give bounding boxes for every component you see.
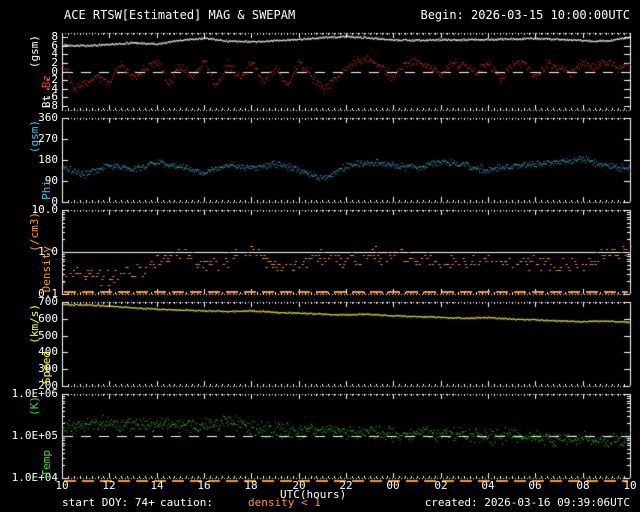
y-axis-label-part: Bz bbox=[40, 74, 53, 89]
plot-title: ACE RTSW[Estimated] MAG & SWEPAM bbox=[64, 8, 296, 22]
y-tick-label-speed: 500 bbox=[38, 329, 58, 342]
x-tick-label: 10 bbox=[55, 479, 69, 492]
x-axis-label: UTC(hours) bbox=[280, 488, 347, 501]
y-axis-label-part: Temp bbox=[40, 449, 53, 477]
y-tick-label-mag: -2 bbox=[44, 73, 58, 86]
y-tick-label-speed: 200 bbox=[38, 379, 58, 392]
y-tick-label-phi: 270 bbox=[38, 132, 58, 145]
y-axis-label-part: Phi bbox=[40, 180, 53, 200]
y-tick-label-speed: 400 bbox=[38, 345, 58, 358]
y-axis-label-density: Density (/cm3) bbox=[26, 210, 56, 294]
y-tick-label-phi: 0 bbox=[51, 195, 58, 208]
y-axis-label-part: (K) bbox=[28, 396, 41, 416]
y-tick-label-temp: 1.0E+04 bbox=[11, 471, 58, 484]
y-tick-label-phi: 180 bbox=[38, 153, 58, 166]
y-tick-label-temp: 1.0E+06 bbox=[11, 387, 58, 400]
x-tick-label: 08 bbox=[576, 479, 590, 492]
y-tick-label-mag: -8 bbox=[44, 99, 58, 112]
y-axis-label-mag: Bt Bz (gsm) bbox=[26, 33, 56, 110]
y-axis-label-part: Bt bbox=[40, 94, 53, 108]
x-tick-label: 20 bbox=[292, 479, 306, 492]
y-tick-label-mag: 6 bbox=[51, 39, 58, 52]
y-tick-label-mag: 8 bbox=[51, 30, 58, 43]
x-tick-label: 22 bbox=[339, 479, 353, 492]
y-tick-label-phi: 90 bbox=[44, 174, 58, 187]
x-tick-label: 06 bbox=[528, 479, 542, 492]
x-tick-label: 14 bbox=[150, 479, 164, 492]
x-tick-label: 18 bbox=[244, 479, 258, 492]
y-tick-label-density: 0.1 bbox=[38, 287, 58, 300]
y-tick-label-speed: 700 bbox=[38, 295, 58, 308]
footer-caution-value: density < 1 bbox=[248, 496, 321, 509]
x-tick-label: 00 bbox=[386, 479, 400, 492]
footer-start-doy: start DOY: 74+ bbox=[62, 496, 155, 509]
footer-created-timestamp: created: 2026-03-16 09:39:06UTC bbox=[424, 496, 630, 509]
x-tick-label: 12 bbox=[102, 479, 116, 492]
y-axis-label-part: Density bbox=[40, 245, 53, 292]
y-tick-label-mag: 2 bbox=[51, 56, 58, 69]
y-axis-label-part: (/cm3) bbox=[28, 212, 41, 252]
footer-caution-label: caution: bbox=[160, 496, 213, 509]
y-axis-label-part: Speed bbox=[40, 350, 53, 384]
y-axis-label-part: (km/s) bbox=[28, 304, 41, 344]
y-tick-label-density: 1.0 bbox=[38, 245, 58, 258]
y-axis-label-part: (gsm) bbox=[28, 35, 41, 69]
y-tick-label-mag: -4 bbox=[44, 82, 58, 95]
y-axis-label-phi: Phi (gsm) bbox=[26, 118, 56, 202]
x-tick-label: 02 bbox=[434, 479, 448, 492]
begin-timestamp: Begin: 2026-03-15 10:00:00UTC bbox=[420, 8, 630, 22]
y-axis-label-temp: Temp (K) bbox=[26, 394, 56, 478]
y-tick-label-mag: -6 bbox=[44, 90, 58, 103]
y-axis-label-speed: Speed (km/s) bbox=[26, 302, 56, 386]
y-tick-label-mag: 0 bbox=[51, 65, 58, 78]
y-tick-label-speed: 300 bbox=[38, 362, 58, 375]
x-tick-label: 04 bbox=[481, 479, 495, 492]
y-tick-label-phi: 360 bbox=[38, 111, 58, 124]
y-axis-label-part: (gsm) bbox=[28, 120, 41, 154]
y-tick-label-mag: 4 bbox=[51, 47, 58, 60]
y-tick-label-density: 10.0 bbox=[31, 203, 59, 216]
y-tick-label-speed: 600 bbox=[38, 312, 58, 325]
x-tick-label: 16 bbox=[197, 479, 211, 492]
x-tick-label: 10 bbox=[623, 479, 637, 492]
y-tick-label-temp: 1.0E+05 bbox=[11, 429, 58, 442]
